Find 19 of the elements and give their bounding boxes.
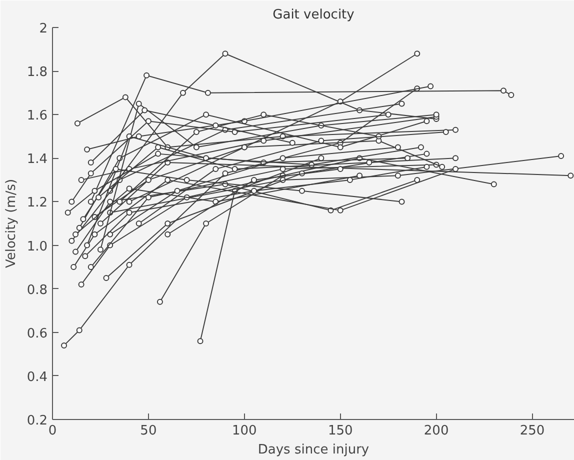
chart-title: Gait velocity [272, 8, 355, 22]
y-tick-label: 1.6 [26, 108, 48, 124]
y-tick-label: 0.2 [26, 414, 48, 428]
x-tick-label: 0 [48, 424, 57, 438]
x-tick-label: 250 [520, 424, 545, 438]
x-axis-title: Days since injury [258, 442, 370, 458]
y-axis-title: Velocity (m/s) [4, 178, 19, 268]
y-tick-label: 0.8 [26, 282, 48, 298]
y-tick-label: 2 [39, 22, 48, 36]
x-tick-label: 200 [424, 424, 449, 438]
x-tick-label: 50 [140, 424, 157, 438]
y-tick-label: 1.4 [26, 152, 48, 168]
y-tick-label: 0.4 [26, 370, 48, 385]
y-tick-label: 0.6 [26, 326, 48, 342]
y-tick-label: 1.0 [26, 239, 48, 254]
y-tick-label: 1.2 [26, 196, 48, 211]
x-tick-label: 100 [232, 424, 257, 438]
y-tick-label: 1.8 [26, 65, 48, 80]
x-tick-label: 150 [328, 424, 353, 438]
